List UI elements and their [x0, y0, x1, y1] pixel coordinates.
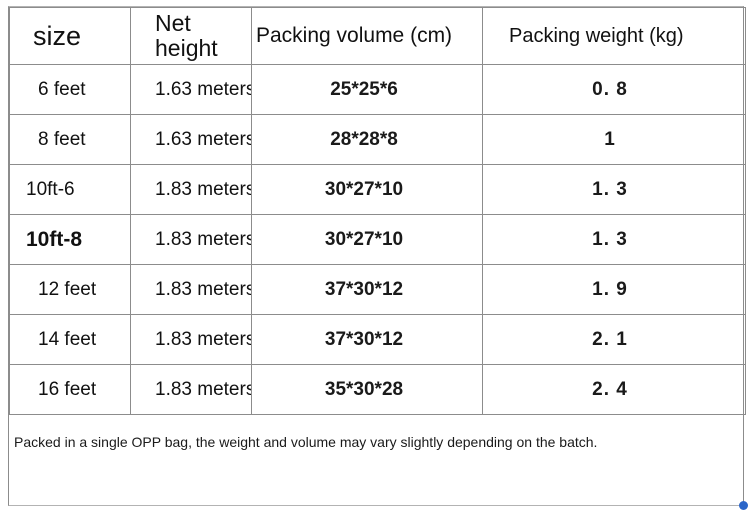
selection-handle-icon[interactable]	[739, 501, 748, 510]
size-cell[interactable]: 8 feet	[9, 114, 131, 165]
header-net-height[interactable]: Net height	[130, 7, 252, 65]
packing-weight-cell[interactable]: 2. 4	[482, 364, 746, 415]
packing-weight-cell[interactable]: 0. 8	[482, 64, 746, 115]
spreadsheet-sheet: size Net height Packing volume (cm) Pack…	[8, 6, 746, 506]
header-row: size Net height Packing volume (cm) Pack…	[9, 7, 746, 65]
packing-weight-cell[interactable]: 1. 9	[482, 264, 746, 315]
packing-weight-cell[interactable]: 1	[482, 114, 746, 165]
packing-weight-cell[interactable]: 1. 3	[482, 214, 746, 265]
size-cell[interactable]: 10ft-6	[9, 164, 131, 215]
table-row: 10ft-8 1.83 meters 30*27*10 1. 3	[9, 214, 746, 265]
packing-weight-cell[interactable]: 1. 3	[482, 164, 746, 215]
table-row: 10ft-6 1.83 meters 30*27*10 1. 3	[9, 164, 746, 215]
packing-volume-cell[interactable]: 30*27*10	[251, 164, 483, 215]
net-height-cell[interactable]: 1.83 meters	[130, 314, 252, 365]
table-row: 8 feet 1.63 meters 28*28*8 1	[9, 114, 746, 165]
packing-volume-cell[interactable]: 30*27*10	[251, 214, 483, 265]
net-height-cell[interactable]: 1.63 meters	[130, 64, 252, 115]
packing-volume-cell[interactable]: 25*25*6	[251, 64, 483, 115]
size-cell[interactable]: 16 feet	[9, 364, 131, 415]
table-row: 12 feet 1.83 meters 37*30*12 1. 9	[9, 264, 746, 315]
packing-note[interactable]: Packed in a single OPP bag, the weight a…	[14, 434, 598, 450]
net-height-cell[interactable]: 1.63 meters	[130, 114, 252, 165]
table-row: 14 feet 1.83 meters 37*30*12 2. 1	[9, 314, 746, 365]
size-cell[interactable]: 6 feet	[9, 64, 131, 115]
packing-volume-cell[interactable]: 35*30*28	[251, 364, 483, 415]
net-height-cell[interactable]: 1.83 meters	[130, 214, 252, 265]
spec-table: size Net height Packing volume (cm) Pack…	[9, 7, 746, 415]
packing-volume-cell[interactable]: 37*30*12	[251, 314, 483, 365]
size-cell[interactable]: 10ft-8	[9, 214, 131, 265]
header-packing-volume[interactable]: Packing volume (cm)	[251, 7, 483, 65]
table-row: 6 feet 1.63 meters 25*25*6 0. 8	[9, 64, 746, 115]
size-cell[interactable]: 12 feet	[9, 264, 131, 315]
table-row: 16 feet 1.83 meters 35*30*28 2. 4	[9, 364, 746, 415]
packing-volume-cell[interactable]: 28*28*8	[251, 114, 483, 165]
packing-weight-cell[interactable]: 2. 1	[482, 314, 746, 365]
net-height-cell[interactable]: 1.83 meters	[130, 264, 252, 315]
size-cell[interactable]: 14 feet	[9, 314, 131, 365]
packing-volume-cell[interactable]: 37*30*12	[251, 264, 483, 315]
net-height-cell[interactable]: 1.83 meters	[130, 164, 252, 215]
header-packing-weight[interactable]: Packing weight (kg)	[482, 7, 746, 65]
header-size[interactable]: size	[9, 7, 131, 65]
net-height-cell[interactable]: 1.83 meters	[130, 364, 252, 415]
